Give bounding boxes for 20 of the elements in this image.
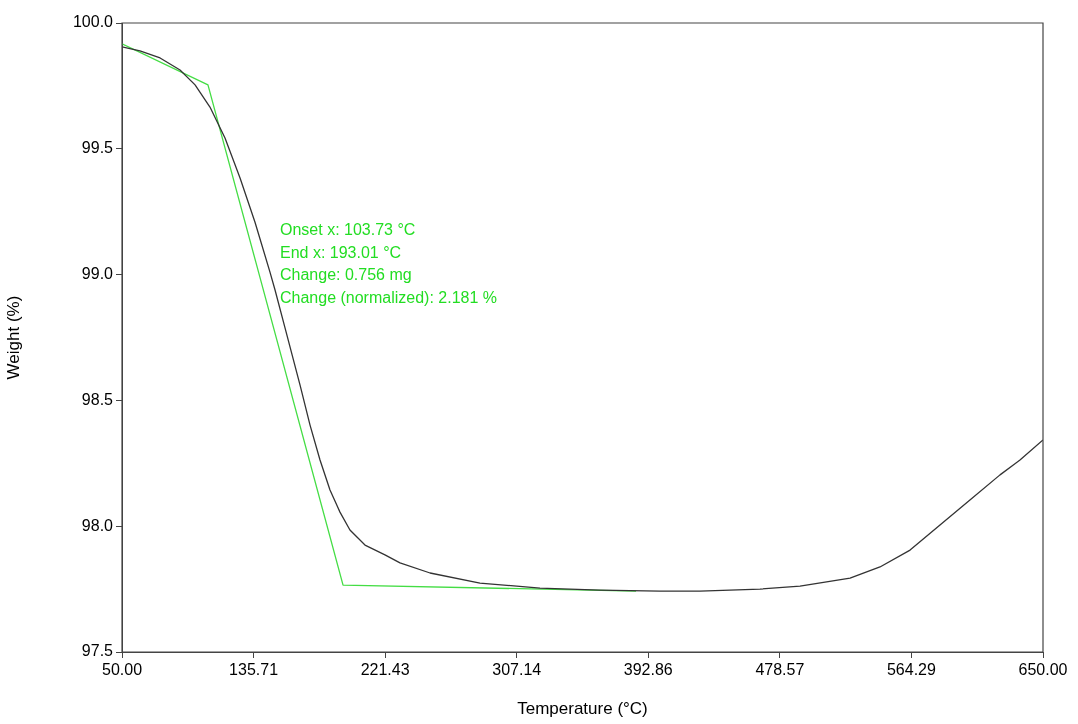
x-tick-label: 392.86 — [623, 661, 673, 679]
x-axis-title: Temperature (°C) — [517, 699, 648, 719]
x-tick-label: 307.14 — [492, 661, 542, 679]
annotation: End x: 193.01 °C — [280, 243, 402, 261]
annotation: Onset x: 103.73 °C — [280, 221, 416, 239]
x-tick-label: 50.00 — [101, 661, 143, 679]
annotation: Change: 0.756 mg — [280, 266, 412, 284]
annotation: Change (normalized): 2.181 % — [280, 288, 498, 306]
y-tick-label: 98.0 — [81, 516, 114, 534]
x-tick-label: 564.29 — [886, 661, 937, 679]
y-tick-label: 100.0 — [72, 13, 114, 31]
y-tick-label: 97.5 — [81, 642, 114, 660]
x-tick-label: 135.71 — [229, 661, 279, 679]
y-tick-label: 99.5 — [81, 139, 114, 157]
y-tick-label: 99.0 — [81, 265, 114, 283]
x-tick-label: 221.43 — [360, 661, 410, 679]
y-axis-title: Weight (%) — [3, 295, 23, 380]
x-tick-label: 650.00 — [1018, 661, 1068, 679]
x-tick-label: 478.57 — [755, 661, 805, 679]
y-tick-label: 98.5 — [81, 390, 114, 408]
